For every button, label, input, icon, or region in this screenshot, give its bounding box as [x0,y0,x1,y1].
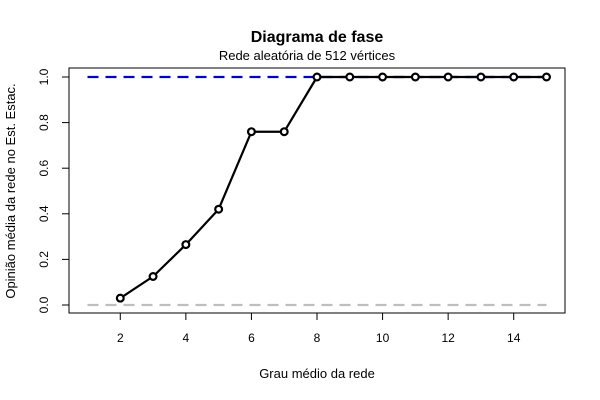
y-tick-label-0.2: 0.2 [37,251,51,268]
y-tick-label-0.6: 0.6 [37,160,51,177]
x-tick-label-4: 4 [183,331,190,345]
data-point-10 [378,72,388,82]
data-point-13 [476,72,486,82]
x-axis-label: Grau médio da rede [259,366,375,381]
x-tick-label-8: 8 [314,331,321,345]
series-line-0 [119,75,547,300]
data-point-6 [246,127,256,137]
chart-title: Diagrama de fase [251,29,384,46]
data-point-3 [148,272,158,282]
x-tick-label-6: 6 [248,331,255,345]
y-axis-label: Opinião média da rede no Est. Estac. [3,83,18,298]
plot-frame [68,67,566,314]
x-tick-label-14: 14 [507,331,521,345]
data-point-12 [443,72,453,82]
data-point-4 [181,240,191,250]
chart-subtitle: Rede aleatória de 512 vértices [219,48,396,63]
data-point-14 [509,72,519,82]
y-tick-label-1.0: 1.0 [37,68,51,85]
y-tick-label-0.8: 0.8 [37,114,51,131]
data-point-9 [345,72,355,82]
data-point-7 [279,127,289,137]
data-point-15 [541,72,551,82]
data-point-8 [312,72,322,82]
y-tick-label-0.0: 0.0 [37,296,51,313]
y-tick-label-0.4: 0.4 [37,205,51,222]
data-point-11 [410,72,420,82]
data-point-5 [214,204,224,214]
data-point-2 [115,293,125,303]
plot-area: 2 4 6 8 10 12 14 0.0 0.2 0.4 0.6 0.8 1.0 [37,67,566,345]
x-tick-label-10: 10 [376,331,390,345]
x-tick-label-2: 2 [117,331,124,345]
x-tick-label-12: 12 [441,331,455,345]
